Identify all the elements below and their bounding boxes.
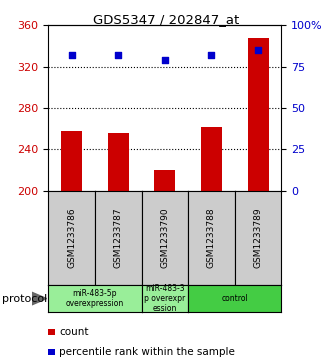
Bar	[61, 131, 82, 191]
Text: miR-483-3
p overexpr
ession: miR-483-3 p overexpr ession	[144, 284, 185, 314]
Text: protocol: protocol	[2, 294, 47, 303]
Bar	[108, 133, 129, 191]
Text: percentile rank within the sample: percentile rank within the sample	[59, 347, 235, 357]
Text: GSM1233788: GSM1233788	[207, 207, 216, 268]
Point	[162, 57, 167, 63]
Text: GSM1233789: GSM1233789	[253, 207, 263, 268]
Text: GSM1233787: GSM1233787	[114, 207, 123, 268]
Text: GSM1233790: GSM1233790	[160, 207, 169, 268]
Text: miR-483-5p
overexpression: miR-483-5p overexpression	[66, 289, 124, 308]
Text: count: count	[59, 327, 89, 337]
Point	[209, 52, 214, 58]
Text: GSM1233786: GSM1233786	[67, 207, 76, 268]
Text: control: control	[221, 294, 248, 303]
Point	[116, 52, 121, 58]
Point	[69, 52, 74, 58]
Bar	[201, 127, 222, 191]
Bar	[155, 170, 175, 191]
Text: GDS5347 / 202847_at: GDS5347 / 202847_at	[93, 13, 240, 26]
Polygon shape	[32, 292, 47, 305]
Point	[255, 47, 261, 53]
Bar	[248, 38, 268, 191]
